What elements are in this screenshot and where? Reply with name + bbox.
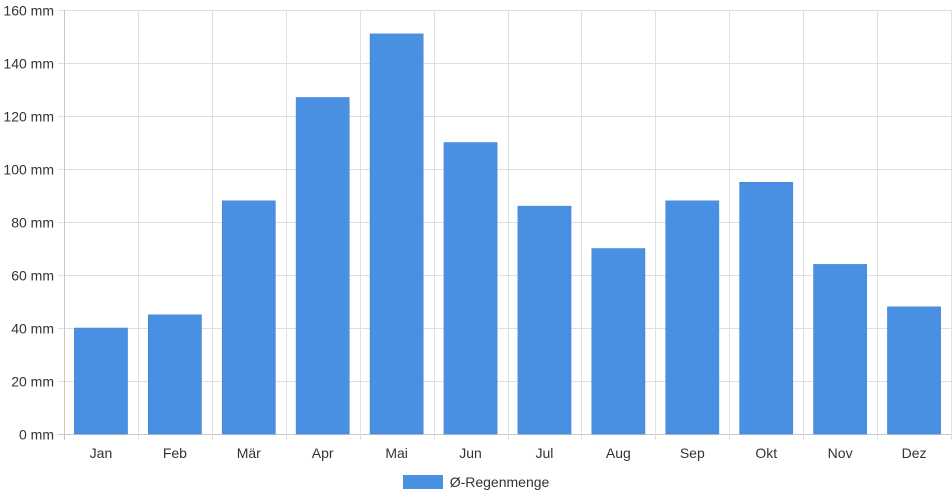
x-tick-label: Aug bbox=[606, 445, 631, 461]
y-tick-label: 100 mm bbox=[3, 162, 54, 178]
bar bbox=[148, 314, 202, 435]
x-tick-label: Feb bbox=[163, 445, 187, 461]
bar bbox=[74, 327, 128, 435]
legend-swatch bbox=[402, 475, 443, 489]
legend[interactable]: Ø-Regenmenge bbox=[0, 472, 952, 492]
x-tick-label: Mär bbox=[237, 445, 261, 461]
bar bbox=[443, 142, 498, 435]
bars bbox=[74, 33, 941, 435]
x-axis-ticks: Jan Feb Mär Apr Mai Jun Jul Aug Sep Okt Nov Dez bbox=[90, 445, 927, 461]
legend-label: Ø-Regenmenge bbox=[449, 474, 550, 490]
y-tick-label: 160 mm bbox=[3, 3, 54, 19]
bar bbox=[739, 182, 794, 435]
y-tick-label: 60 mm bbox=[11, 268, 54, 284]
y-axis-ticks: 0 mm 20 mm 40 mm 60 mm 80 mm 100 mm 120 mm 140 … bbox=[3, 3, 54, 443]
x-tick-label: Apr bbox=[312, 445, 334, 461]
y-tick-label: 20 mm bbox=[11, 374, 54, 390]
y-tick-label: 140 mm bbox=[3, 56, 54, 72]
y-tick-label: 80 mm bbox=[11, 215, 54, 231]
y-tick-label: 0 mm bbox=[19, 427, 54, 443]
x-tick-label: Jun bbox=[459, 445, 482, 461]
bar bbox=[369, 33, 424, 435]
x-tick-label: Jan bbox=[90, 445, 113, 461]
bar bbox=[665, 200, 720, 435]
x-tick-label: Okt bbox=[755, 445, 777, 461]
bar bbox=[887, 306, 941, 435]
x-tick-label: Dez bbox=[902, 445, 927, 461]
x-tick-label: Mai bbox=[385, 445, 408, 461]
x-tick-label: Sep bbox=[680, 445, 705, 461]
bar bbox=[591, 248, 646, 435]
x-tick-label: Nov bbox=[828, 445, 853, 461]
bar bbox=[517, 205, 572, 435]
bar bbox=[295, 97, 350, 435]
y-tick-label: 40 mm bbox=[11, 321, 54, 337]
bar bbox=[813, 264, 867, 435]
y-tick-label: 120 mm bbox=[3, 109, 54, 125]
bar bbox=[221, 200, 276, 435]
x-tick-label: Jul bbox=[536, 445, 554, 461]
